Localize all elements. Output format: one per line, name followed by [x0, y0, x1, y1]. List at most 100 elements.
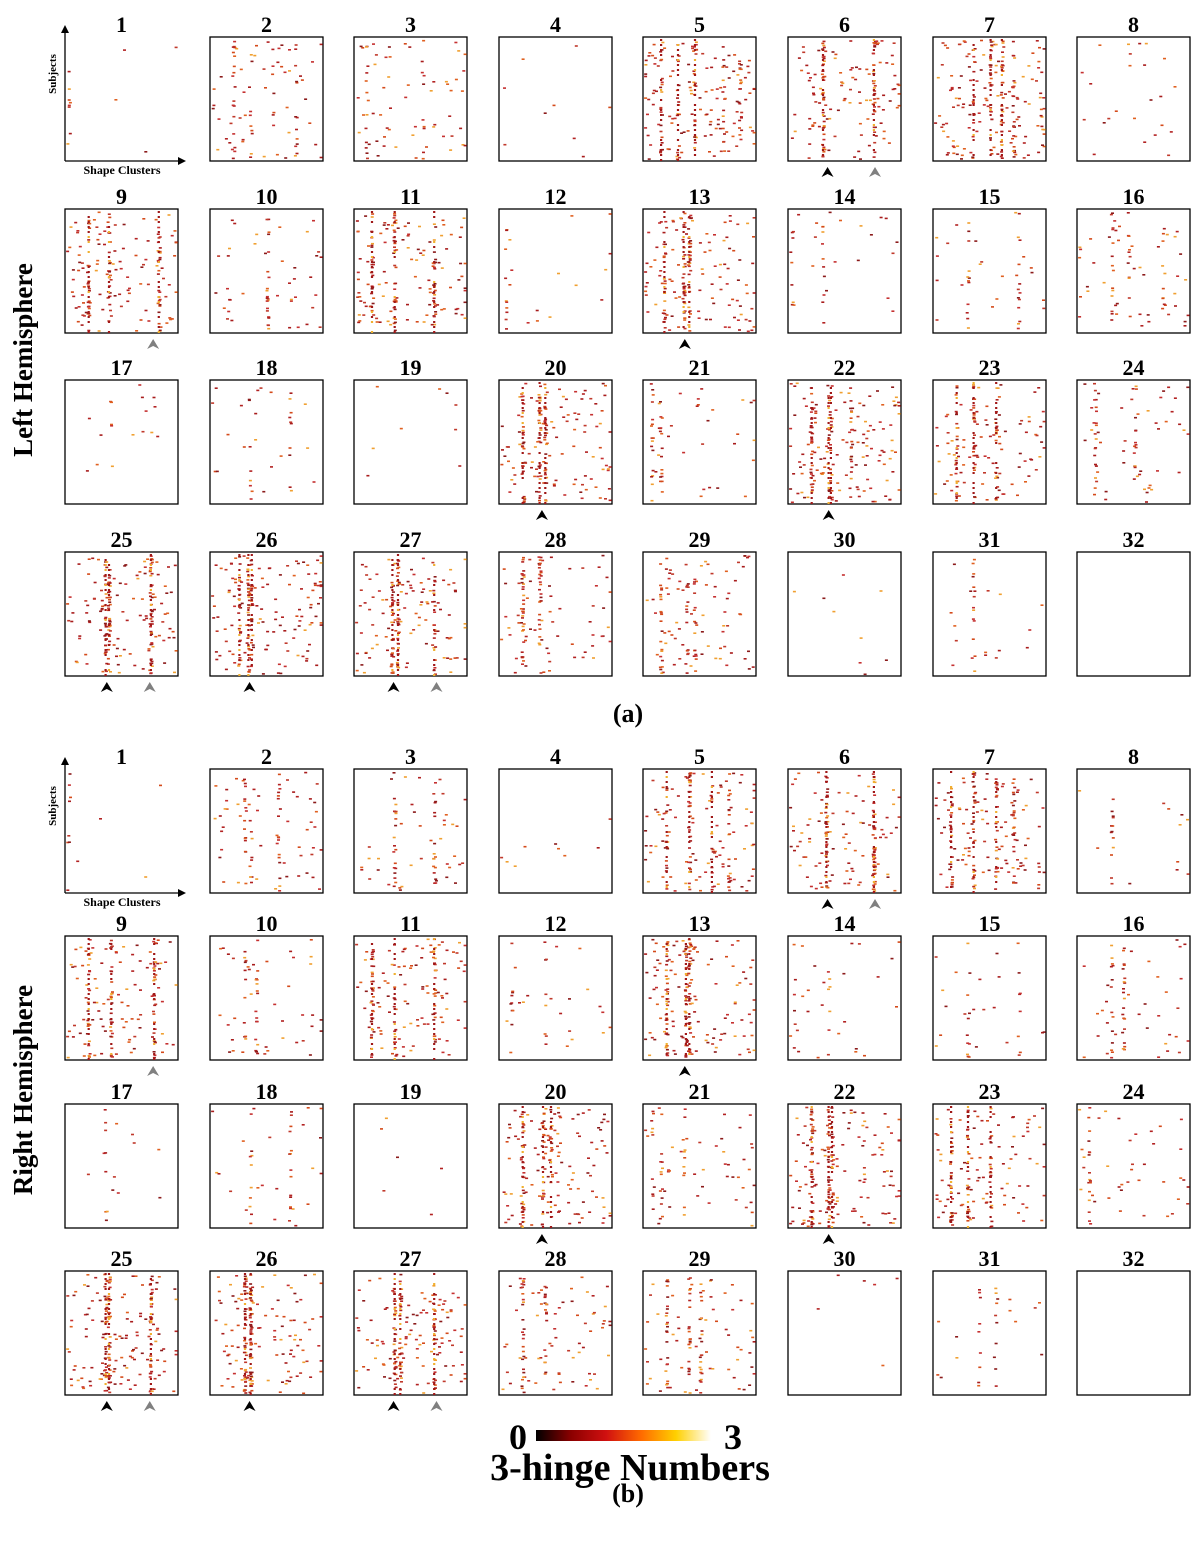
heatmap-band-cell	[829, 392, 832, 394]
heatmap-cell	[735, 145, 739, 147]
heatmap-cell	[504, 300, 508, 302]
heatmap-cell	[95, 987, 99, 989]
heatmap-cell	[277, 663, 281, 666]
heatmap-cell	[722, 239, 726, 242]
heatmap-cell	[686, 601, 690, 603]
heatmap-cell	[434, 800, 438, 803]
heatmap-cell	[893, 404, 897, 407]
heatmap-cell	[156, 273, 160, 275]
heatmap-cell	[1040, 125, 1044, 128]
heatmap-band-cell	[87, 251, 90, 253]
gray-arrow-icon	[143, 682, 156, 692]
heatmap-cell	[107, 648, 110, 651]
heatmap-cell	[577, 413, 581, 415]
heatmap-cell	[936, 817, 940, 820]
heatmap-cell	[362, 671, 366, 674]
heatmap-cell	[135, 330, 139, 332]
heatmap-cell	[1130, 245, 1134, 247]
heatmap-cell	[823, 75, 827, 78]
heatmap-cell	[84, 311, 88, 314]
heatmap-cell	[548, 585, 551, 587]
heatmap-cell	[1024, 481, 1027, 483]
heatmap-cell	[1037, 60, 1041, 63]
heatmap-cell	[864, 420, 867, 423]
heatmap-title: 30	[834, 527, 856, 552]
heatmap-cell	[1012, 778, 1016, 780]
heatmap-cell	[967, 280, 970, 282]
heatmap-band-cell	[827, 472, 830, 474]
heatmap-band-cell	[247, 654, 250, 656]
heatmap-cell	[523, 498, 527, 500]
heatmap-band-cell	[676, 129, 680, 131]
heatmap-cell	[738, 134, 742, 136]
heatmap-cell	[168, 627, 172, 630]
heatmap-band-cell	[250, 574, 253, 576]
heatmap-cell	[876, 43, 879, 46]
heatmap-cell	[392, 867, 396, 869]
heatmap-band-cell	[995, 781, 998, 783]
heatmap-band-cell	[538, 407, 541, 409]
heatmap-cell	[109, 671, 112, 673]
heatmap-cell	[434, 856, 437, 858]
heatmap-cell	[521, 399, 525, 401]
heatmap-band-cell	[972, 417, 975, 419]
heatmap-cell	[105, 273, 109, 276]
heatmap-cell	[142, 619, 146, 621]
heatmap-cell	[713, 852, 717, 854]
heatmap-cell	[660, 136, 664, 139]
heatmap-cell	[812, 407, 816, 409]
heatmap-cell	[434, 646, 438, 648]
heatmap-cell	[693, 82, 697, 85]
heatmap-cell	[1010, 483, 1014, 486]
heatmap-cell	[233, 46, 237, 49]
heatmap-cell	[962, 148, 966, 150]
heatmap-cell	[590, 413, 594, 416]
heatmap-cell	[589, 397, 593, 400]
heatmap-cell	[1097, 392, 1101, 395]
heatmap-cell	[848, 431, 852, 434]
heatmap-cell	[682, 282, 686, 285]
heatmap-cell	[393, 288, 397, 290]
heatmap-band-cell	[521, 477, 524, 479]
heatmap-cell	[973, 874, 976, 876]
heatmap-band-cell	[538, 437, 541, 439]
heatmap-band-cell	[810, 502, 813, 504]
heatmap-cell	[421, 119, 425, 121]
heatmap-cell	[849, 69, 853, 71]
heatmap-cell	[144, 151, 148, 153]
heatmap-cell	[676, 113, 680, 115]
heatmap-band-cell	[87, 1043, 90, 1045]
heatmap-cell	[722, 120, 726, 123]
heatmap-cell	[1012, 156, 1016, 158]
heatmap-cell	[522, 641, 526, 643]
heatmap-cell	[163, 662, 167, 664]
heatmap-cell	[381, 972, 385, 974]
heatmap-cell	[390, 655, 394, 657]
heatmap-band-cell	[682, 286, 685, 288]
heatmap-cell	[522, 441, 526, 444]
heatmap-cell	[1102, 122, 1106, 124]
heatmap-cell	[820, 886, 824, 888]
heatmap-cell	[887, 142, 891, 144]
heatmap-cell	[651, 103, 655, 106]
heatmap-cell	[1128, 53, 1132, 55]
heatmap-cell	[140, 266, 144, 268]
heatmap-band-cell	[433, 584, 436, 586]
heatmap-cell	[113, 295, 117, 297]
heatmap-cell	[163, 585, 167, 587]
heatmap-cell	[682, 131, 686, 133]
heatmap-cell	[537, 465, 541, 468]
heatmap-band-cell	[107, 609, 111, 611]
heatmap-cell	[364, 305, 368, 308]
heatmap-cell	[88, 939, 92, 941]
heatmap-cell	[538, 434, 542, 436]
heatmap-cell	[1175, 869, 1179, 871]
heatmap-band-cell	[693, 149, 697, 151]
heatmap-cell	[87, 954, 91, 956]
heatmap-cell	[364, 80, 368, 82]
heatmap-cell	[109, 274, 112, 277]
heatmap-cell	[984, 810, 988, 813]
heatmap-band-cell	[825, 846, 828, 848]
heatmap-band-cell	[950, 841, 953, 843]
heatmap-cell	[685, 611, 689, 613]
